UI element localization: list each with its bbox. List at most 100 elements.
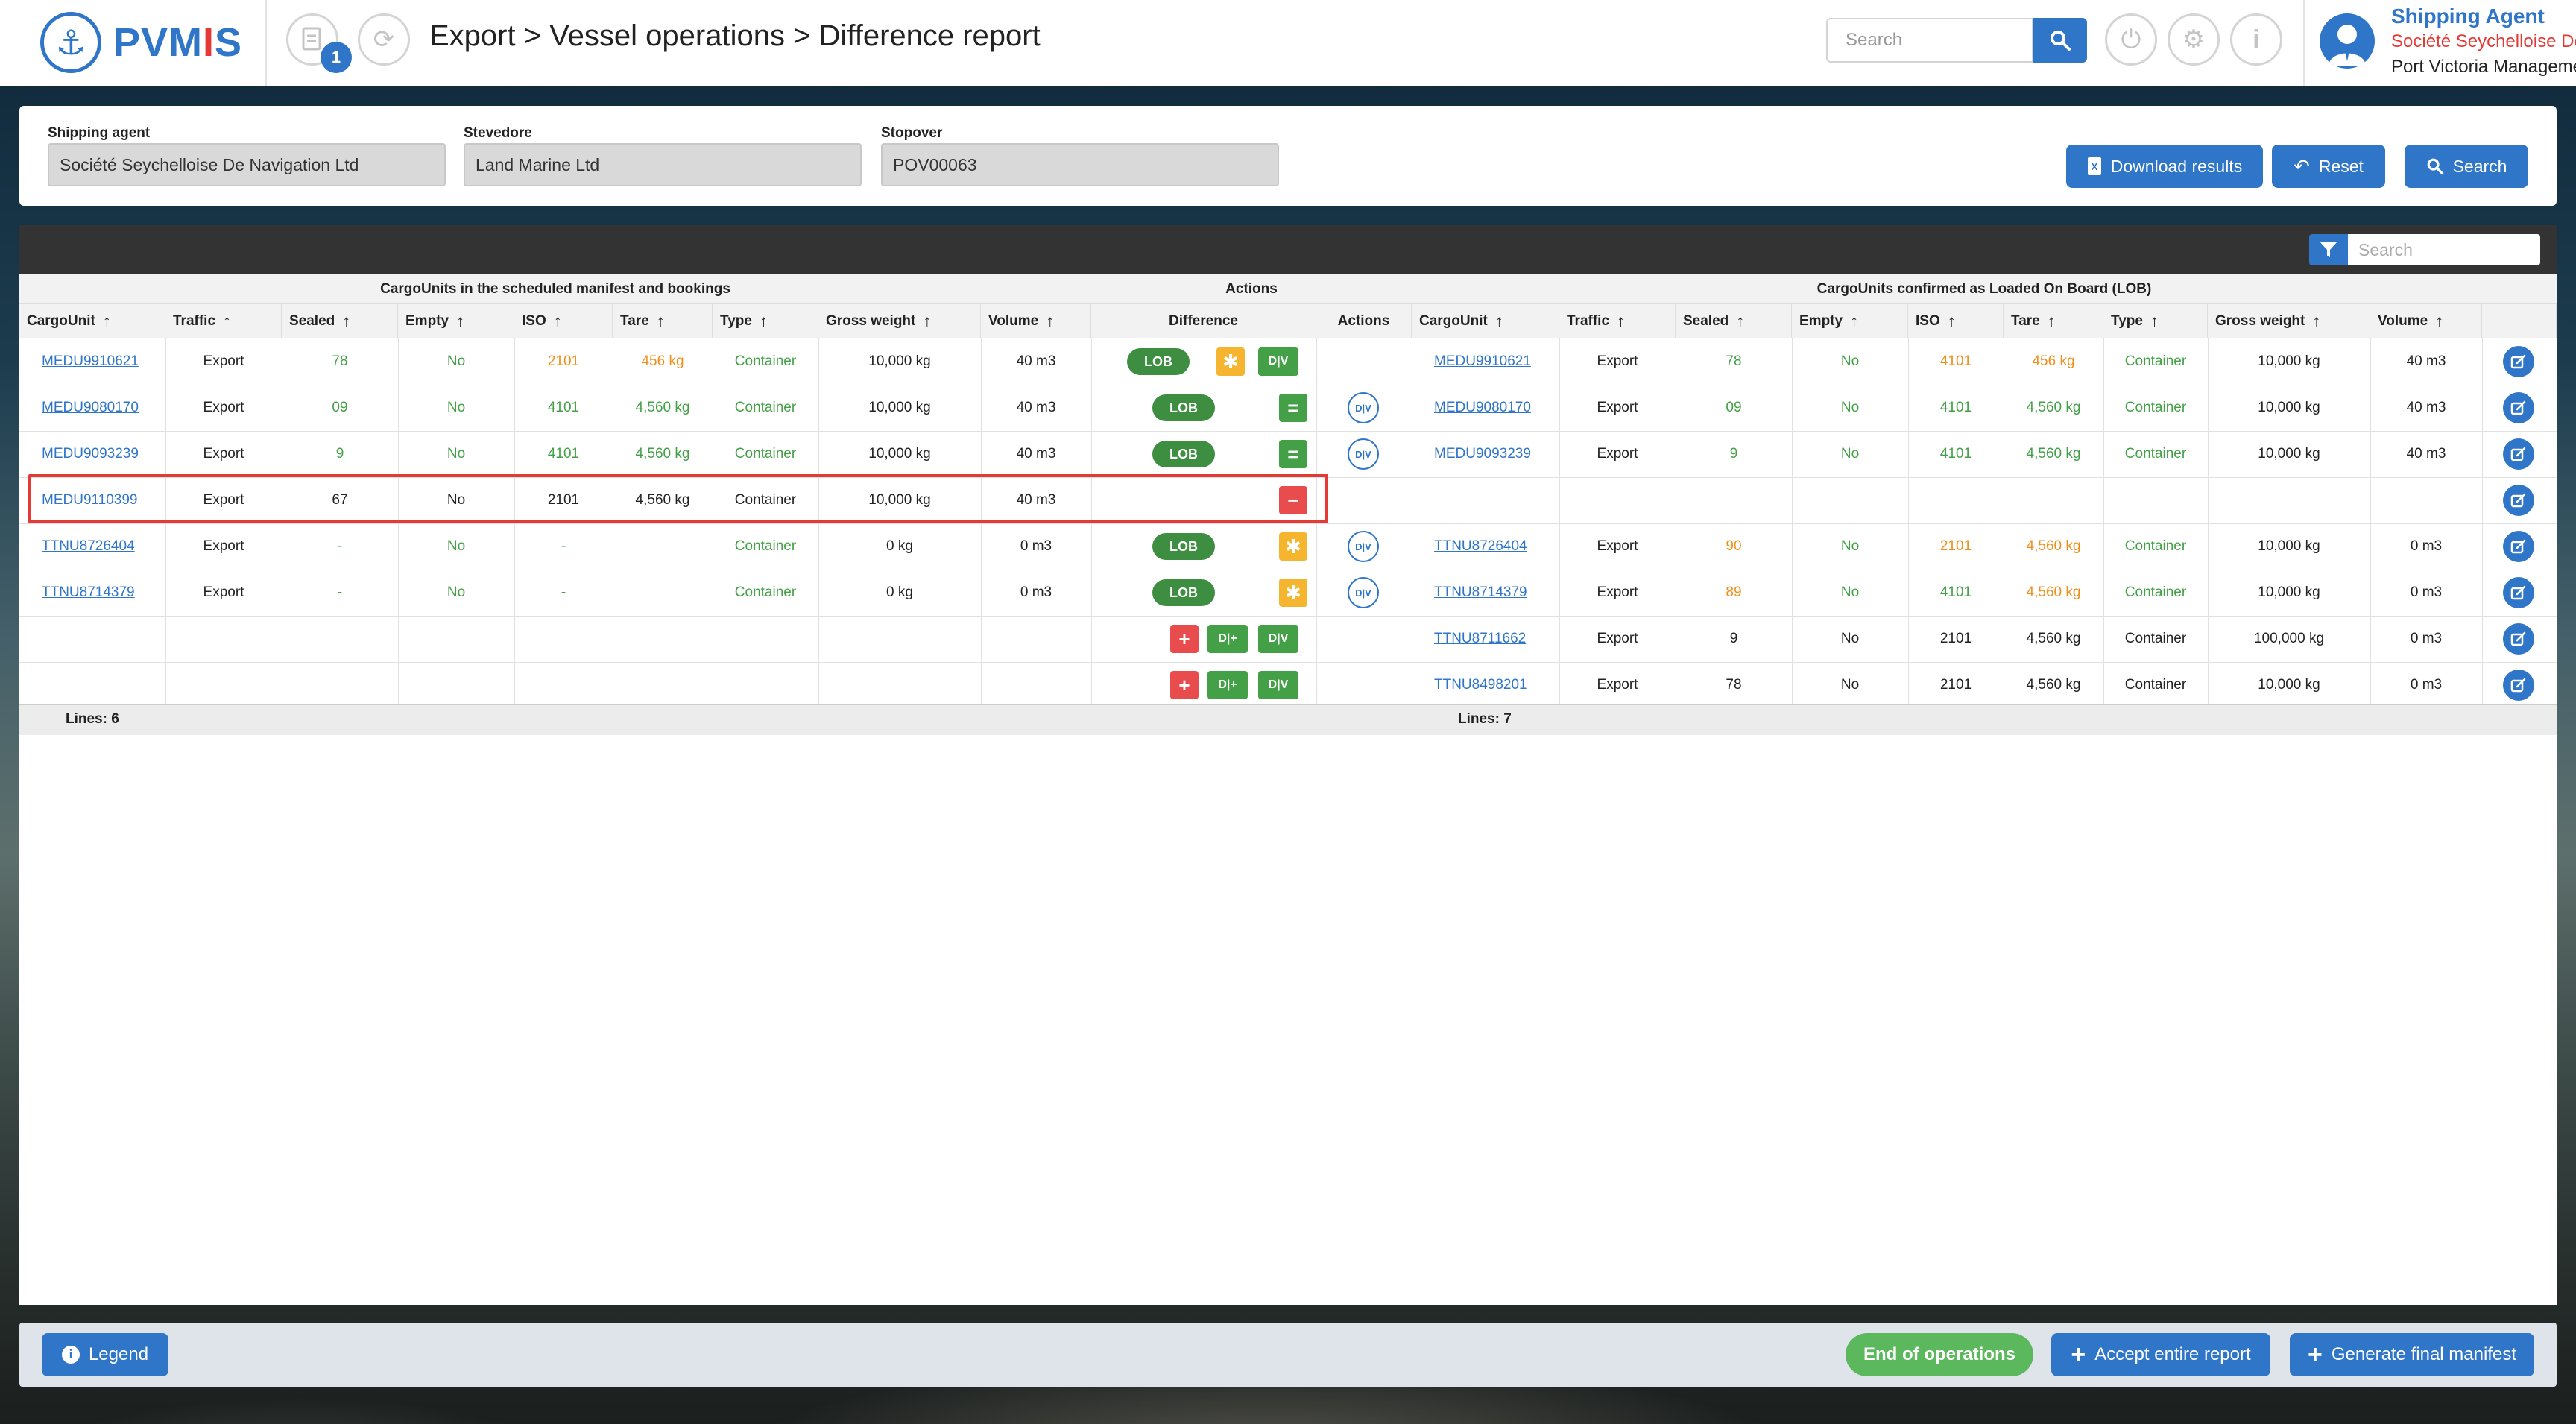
cell-value[interactable]: TTNU8726404 [1434,538,1527,554]
cargo-unit-link[interactable]: TTNU8711662 [1412,616,1559,662]
plus-icon: + [2308,1340,2323,1369]
modified-icon[interactable]: ✱ [1279,579,1307,607]
reset-button[interactable]: ↶ Reset [2272,145,2385,188]
edit-button[interactable] [2503,670,2534,701]
table-search-input[interactable] [2348,234,2540,265]
cargo-unit-link[interactable]: MEDU9080170 [1412,385,1559,431]
dv-button[interactable]: D|V [1258,625,1298,653]
column-left-3[interactable]: Empty ↑ [398,304,514,338]
cell-value[interactable]: MEDU9080170 [1434,400,1531,415]
cargo-unit-link[interactable]: TTNU8726404 [19,523,165,570]
column-label: Traffic [1567,312,1610,329]
cell-value[interactable]: MEDU9093239 [42,446,139,461]
lob-badge[interactable]: LOB [1152,394,1215,421]
cargo-unit-link[interactable]: TTNU8498201 [1412,662,1559,708]
cell-value[interactable]: MEDU9110399 [42,492,138,508]
cell-value[interactable]: MEDU9093239 [1434,446,1531,461]
header-search-button[interactable] [2033,18,2087,63]
cell-value[interactable]: TTNU8714379 [1434,585,1527,600]
refresh-icon[interactable]: ⟳ [358,13,410,66]
equal-icon[interactable]: = [1279,394,1307,422]
cargo-unit-link[interactable]: MEDU9110399 [19,477,165,523]
column-right-7[interactable]: Gross weight ↑ [2208,304,2370,338]
equal-icon[interactable]: = [1279,440,1307,468]
header-search-input[interactable] [1826,18,2033,63]
shipping-agent-field[interactable]: Société Seychelloise De Navigation Ltd [48,143,446,186]
cell-value[interactable]: TTNU8711662 [1434,631,1527,646]
edit-button[interactable] [2503,438,2534,470]
legend-button[interactable]: i Legend [42,1333,168,1376]
edit-button[interactable] [2503,346,2534,377]
modified-icon[interactable]: ✱ [1216,347,1245,376]
lob-badge[interactable]: LOB [1127,348,1190,375]
column-right-0[interactable]: CargoUnit ↑ [1412,304,1559,338]
filter-icon[interactable] [2309,234,2348,265]
end-of-operations-button[interactable]: End of operations [1846,1333,2033,1376]
generate-final-manifest-button[interactable]: + Generate final manifest [2290,1333,2534,1376]
cell-value[interactable]: MEDU9910621 [1434,353,1531,369]
modified-icon[interactable]: ✱ [1279,532,1307,561]
dv-action-button[interactable]: D|V [1348,531,1379,562]
edit-button[interactable] [2503,531,2534,562]
table-cell: Export [1559,385,1676,431]
info-icon[interactable]: i [2230,13,2282,66]
dv-action-button[interactable]: D|V [1348,392,1379,423]
minus-icon[interactable]: − [1279,486,1307,514]
lob-badge[interactable]: LOB [1152,579,1215,606]
cell-value: Container [2124,446,2187,461]
column-right-5[interactable]: Tare ↑ [2004,304,2103,338]
cargo-unit-link[interactable]: MEDU9910621 [19,338,165,385]
cell-value[interactable]: TTNU8498201 [1434,677,1527,693]
edit-button[interactable] [2503,485,2534,516]
column-left-6[interactable]: Type ↑ [713,304,818,338]
cell-value[interactable]: TTNU8726404 [42,538,135,554]
column-left-1[interactable]: Traffic ↑ [165,304,282,338]
lob-badge[interactable]: LOB [1152,533,1215,560]
column-right-3[interactable]: Empty ↑ [1792,304,1908,338]
dv-action-button[interactable]: D|V [1348,438,1379,470]
cargo-unit-link[interactable]: MEDU9093239 [19,431,165,477]
stevedore-field[interactable]: Land Marine Ltd [464,143,862,186]
cargo-unit-link[interactable]: MEDU9910621 [1412,338,1559,385]
column-right-6[interactable]: Type ↑ [2103,304,2208,338]
plus-icon[interactable]: + [1170,671,1199,699]
column-left-7[interactable]: Gross weight ↑ [818,304,981,338]
column-right-8[interactable]: Volume ↑ [2370,304,2482,338]
edit-button[interactable] [2503,577,2534,608]
stopover-field[interactable]: POV00063 [881,143,1279,186]
column-left-2[interactable]: Sealed ↑ [282,304,398,338]
search-button[interactable]: Search [2405,145,2528,188]
settings-icon[interactable]: ⚙ [2168,13,2220,66]
cargo-unit-link[interactable]: MEDU9080170 [19,385,165,431]
dplus-button[interactable]: D|+ [1208,625,1248,653]
edit-button[interactable] [2503,623,2534,655]
app-logo[interactable]: ⚓ PVMIS [40,10,242,75]
user-role: Shipping Agent [2391,4,2545,28]
column-left-8[interactable]: Volume ↑ [981,304,1091,338]
column-right-4[interactable]: ISO ↑ [1908,304,2004,338]
cargo-unit-link[interactable]: TTNU8726404 [1412,523,1559,570]
cell-value[interactable]: MEDU9080170 [42,400,139,415]
dv-action-button[interactable]: D|V [1348,577,1379,608]
plus-icon[interactable]: + [1170,625,1199,653]
download-results-button[interactable]: X Download results [2066,145,2263,188]
dv-button[interactable]: D|V [1258,347,1298,376]
cargo-unit-link[interactable]: TTNU8714379 [19,570,165,616]
column-left-5[interactable]: Tare ↑ [613,304,713,338]
cell-value[interactable]: MEDU9910621 [42,353,139,369]
column-right-2[interactable]: Sealed ↑ [1676,304,1792,338]
lob-badge[interactable]: LOB [1152,441,1215,467]
cargo-unit-link[interactable]: MEDU9093239 [1412,431,1559,477]
edit-button[interactable] [2503,392,2534,423]
accept-entire-report-button[interactable]: + Accept entire report [2051,1333,2270,1376]
column-left-0[interactable]: CargoUnit ↑ [19,304,165,338]
user-avatar[interactable] [2320,13,2375,69]
cell-value[interactable]: TTNU8714379 [42,585,135,600]
dv-button[interactable]: D|V [1258,671,1298,699]
column-left-4[interactable]: ISO ↑ [514,304,613,338]
power-icon[interactable]: ⏻ [2105,13,2157,66]
cargo-unit-link[interactable]: TTNU8714379 [1412,570,1559,616]
column-right-1[interactable]: Traffic ↑ [1559,304,1676,338]
dplus-button[interactable]: D|+ [1208,671,1248,699]
sort-arrow-icon: ↑ [759,311,768,330]
